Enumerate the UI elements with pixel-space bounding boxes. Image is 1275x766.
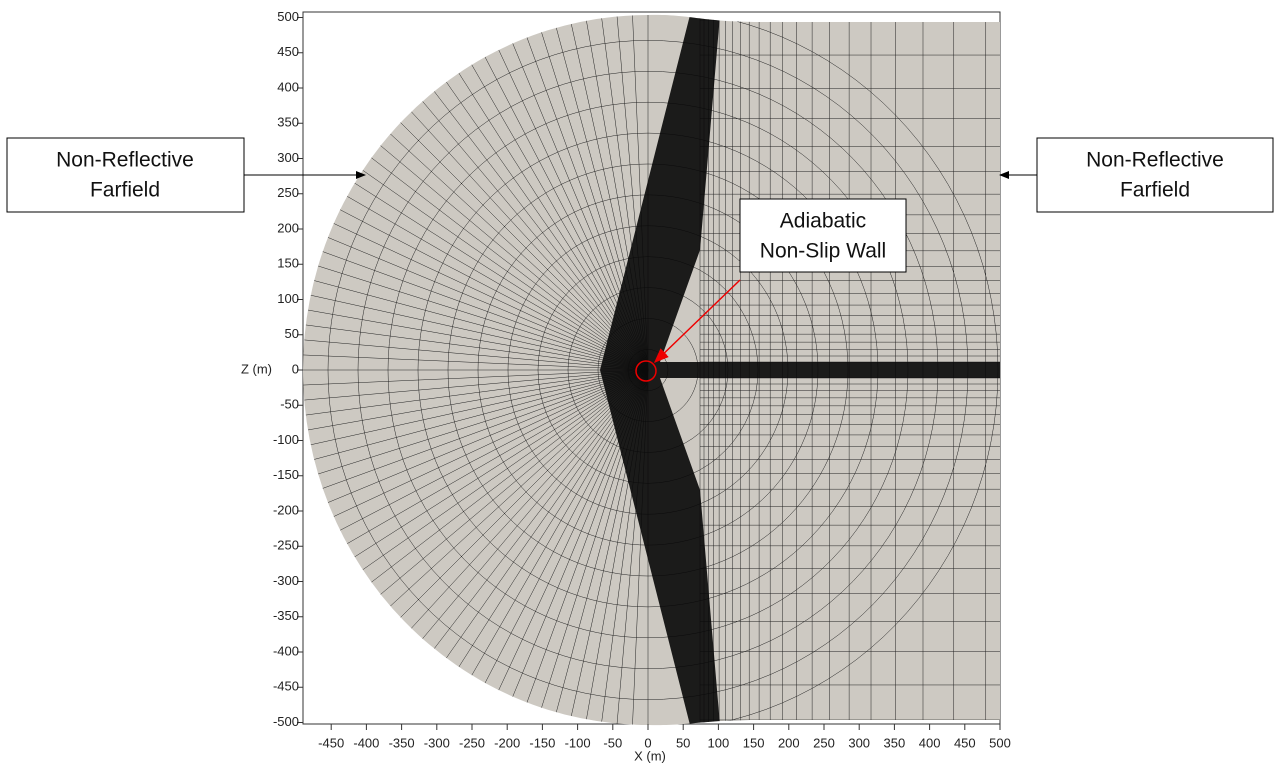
x-tick-label: -400 [353,735,379,750]
x-tick-label: 250 [813,735,835,750]
x-tick-label: -450 [318,735,344,750]
y-tick-label: -200 [273,502,299,517]
x-tick-label: 450 [954,735,976,750]
y-tick-label: 100 [277,291,299,306]
mesh [248,0,1000,766]
figure: -450-400-350-300-250-200-150-100-5005010… [0,0,1275,766]
annotation-text: Farfield [1120,179,1190,202]
x-tick-label: 300 [848,735,870,750]
x-tick-label: -150 [529,735,555,750]
annotation-text: Non-Reflective [56,149,194,172]
y-axis-label: Z (m) [241,361,272,376]
y-tick-label: 250 [277,185,299,200]
y-tick-label: -350 [273,608,299,623]
x-tick-label: -50 [603,735,622,750]
y-tick-label: 200 [277,220,299,235]
y-tick-label: -50 [280,397,299,412]
x-tick-label: 350 [884,735,906,750]
y-tick-label: -300 [273,573,299,588]
y-tick-label: 50 [285,326,299,341]
x-tick-label: 100 [708,735,730,750]
y-tick-label: -450 [273,679,299,694]
y-tick-label: -250 [273,538,299,553]
x-axis-label: X (m) [634,748,666,763]
y-tick-label: 450 [277,44,299,59]
x-tick-label: -300 [424,735,450,750]
annotation-text: Adiabatic [780,210,866,233]
x-tick-label: 400 [919,735,941,750]
y-tick-label: 150 [277,256,299,271]
x-tick-label: 50 [676,735,690,750]
y-tick-label: 400 [277,79,299,94]
x-tick-label: -350 [389,735,415,750]
annotation-text: Non-Reflective [1086,149,1224,172]
y-tick-label: 500 [277,9,299,24]
x-tick-label: 500 [989,735,1011,750]
x-tick-label: -250 [459,735,485,750]
x-tick-label: 150 [743,735,765,750]
annotation-text: Farfield [90,179,160,202]
y-tick-label: -150 [273,467,299,482]
x-tick-label: -100 [565,735,591,750]
y-tick-label: 300 [277,150,299,165]
y-tick-label: -500 [273,714,299,729]
y-tick-label: 0 [292,361,299,376]
y-tick-label: -400 [273,643,299,658]
y-tick-label: -100 [273,432,299,447]
annotation-text: Non-Slip Wall [760,240,886,263]
y-tick-label: 350 [277,115,299,130]
x-tick-label: 200 [778,735,800,750]
x-tick-label: -200 [494,735,520,750]
